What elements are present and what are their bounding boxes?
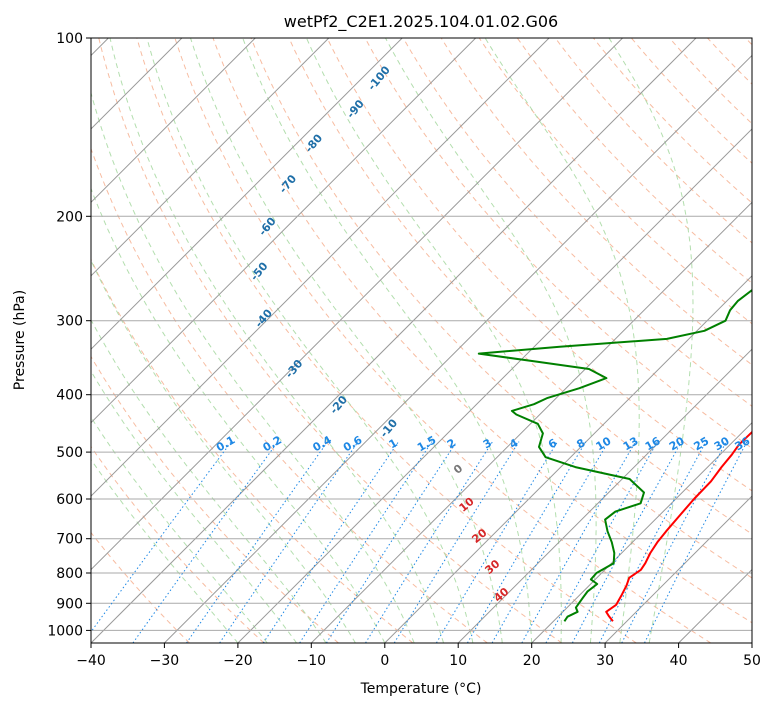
x-tick-label: 0 (380, 653, 389, 669)
y-tick-label: 300 (56, 314, 83, 330)
moist-adiabat-line (608, 38, 694, 643)
isotherm-line (91, 38, 256, 204)
isotherm-line (751, 642, 752, 643)
isotherm-line (91, 38, 550, 497)
isotherm-line (91, 38, 330, 277)
dry-adiabat-line (91, 147, 488, 643)
y-tick-label: 600 (56, 492, 83, 508)
isotherm-line (604, 495, 752, 643)
y-tick-label: 500 (56, 445, 83, 461)
isotherm-line (91, 38, 697, 643)
moist-adiabat-line (91, 416, 268, 643)
mixing-ratio-line (365, 441, 494, 643)
moist-adiabat-line (484, 38, 640, 643)
dry-adiabat-line (478, 38, 752, 325)
moist-adiabat-line (146, 38, 474, 643)
isotherm-line (91, 38, 477, 424)
moist-adiabat-line (242, 38, 533, 643)
dry-adiabat-line (136, 38, 637, 643)
y-tick-label: 800 (56, 566, 83, 582)
x-tick-label: −10 (297, 653, 327, 669)
isotherm-line (457, 348, 752, 643)
mixing-ratio-line (435, 441, 559, 643)
isotherm-line (91, 38, 623, 571)
mixing-ratio-line (571, 441, 683, 643)
mixing-ratio-line (521, 441, 637, 643)
x-tick-label: −20 (223, 653, 253, 669)
y-tick-label: 700 (56, 532, 83, 548)
series-lines (477, 288, 752, 622)
mixing-ratio-line (545, 441, 658, 643)
isotherm-line (237, 128, 752, 643)
x-axis-label: Temperature (°C) (360, 681, 482, 697)
dry-adiabat-line (91, 355, 339, 643)
moist-adiabat-line (109, 38, 444, 643)
moist-adiabat-line (91, 370, 297, 643)
moist-adiabat-line (91, 458, 239, 643)
y-tick-label: 400 (56, 388, 83, 404)
mixing-ratio-line (466, 441, 587, 643)
x-tick-label: 20 (523, 653, 541, 669)
dry-adiabat-line (364, 38, 752, 449)
x-tick-label: 30 (596, 653, 614, 669)
y-tick-label: 1000 (47, 623, 83, 639)
moist-adiabat-line (91, 187, 386, 643)
dry-adiabat-line (326, 38, 752, 492)
isotherm-line (384, 275, 752, 643)
isotherm-line (164, 54, 752, 643)
mixing-ratio-line (132, 441, 279, 643)
x-tick-label: −40 (76, 653, 106, 669)
dry-adiabat-line (174, 38, 712, 643)
mixing-ratio-line (186, 441, 329, 643)
x-tick-label: −30 (150, 653, 180, 669)
mixing-ratio-line (219, 441, 359, 643)
reference-lines (91, 25, 775, 643)
mixing-ratio-line (393, 441, 520, 643)
dry-adiabat-line (91, 531, 190, 643)
moist-adiabat-line (91, 259, 356, 643)
chart-title: wetPf2_C2E1.2025.104.01.02.G06 (284, 12, 558, 32)
y-tick-label: 900 (56, 596, 83, 612)
moist-adiabat-line (306, 38, 562, 643)
mixing-ratio-line (644, 441, 748, 643)
mixing-ratio-line (299, 441, 433, 643)
y-axis-label: Pressure (hPa) (12, 290, 28, 390)
dry-adiabat-line (98, 38, 563, 643)
dry-adiabat-line (771, 25, 775, 643)
mixing-ratio-line (262, 441, 400, 643)
temperature-line (605, 430, 752, 622)
x-tick-label: 40 (670, 653, 688, 669)
mixing-ratio-line (91, 441, 232, 633)
isotherm-line (531, 421, 752, 643)
x-tick-label: 50 (743, 653, 761, 669)
mixing-ratio-line (491, 441, 609, 643)
moist-adiabat-line (385, 38, 597, 643)
y-tick-label: 200 (56, 209, 83, 225)
plot-frame (90, 37, 753, 644)
dewpoint-line (477, 288, 752, 622)
mixing-ratio-line (325, 441, 458, 643)
isotherm-line (310, 201, 752, 643)
y-tick-label: 100 (56, 31, 83, 47)
isotherm-line (91, 38, 403, 350)
x-tick-label: 10 (449, 653, 467, 669)
